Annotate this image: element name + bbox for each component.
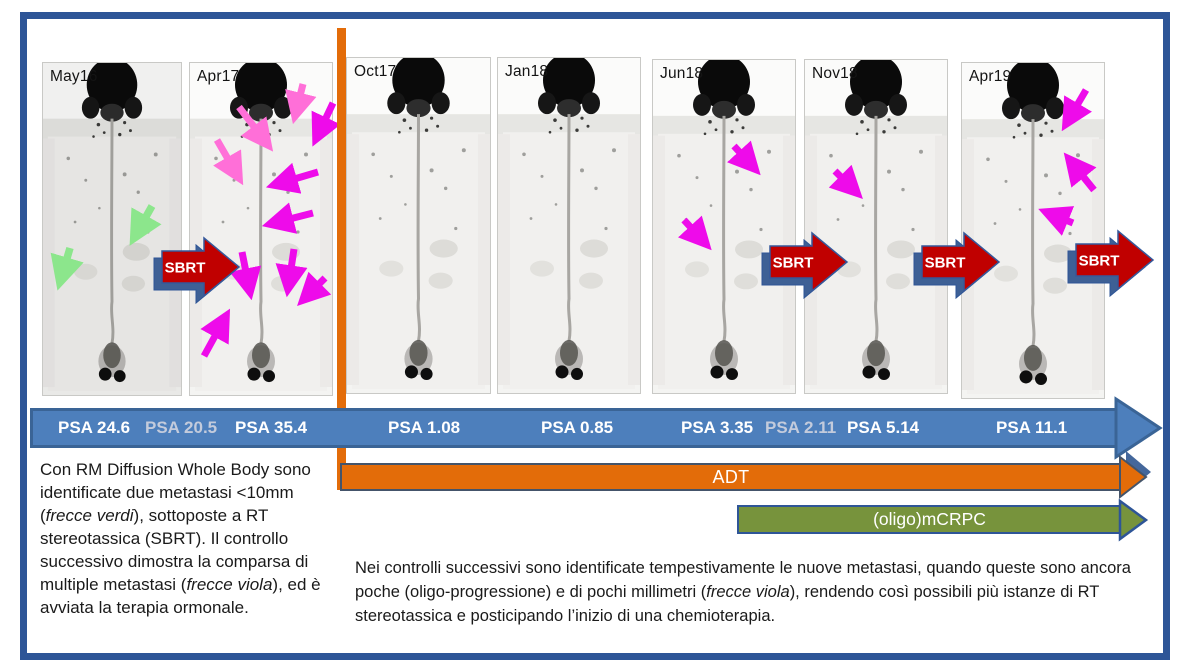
scan-date-label: Apr19 (969, 68, 1012, 85)
psa-value: PSA 1.08 (388, 418, 461, 437)
scan-panel-apr19: Apr19 (961, 62, 1105, 399)
psa-value: PSA 11.1 (996, 418, 1068, 437)
caption-initial-treatment: Con RM Diffusion Whole Body sono identif… (40, 460, 321, 617)
scan-image-slot (190, 63, 332, 395)
psa-value: PSA 5.14 (847, 418, 920, 437)
psa-timeline-bar: PSA 24.6 PSA 20.5 PSA 35.4 PSA 1.08 PSA … (30, 408, 1118, 448)
adt-label: ADT (712, 466, 750, 487)
scan-panel-may16: May16 (42, 62, 182, 396)
scan-image (805, 60, 947, 393)
scan-image-slot (43, 63, 181, 395)
scan-image (190, 63, 332, 395)
caption-followup: Nei controlli successivi sono identifica… (355, 559, 1131, 625)
scan-image-slot (498, 58, 640, 393)
scan-panel-apr17: Apr17 (189, 62, 333, 396)
psa-value: PSA 35.4 (235, 418, 308, 437)
scan-panel-nov18: Nov18 (804, 59, 948, 394)
scan-image-slot (962, 63, 1104, 398)
scan-date-label: Oct17 (354, 63, 397, 80)
scan-panel-oct17: Oct17 (346, 57, 491, 394)
adt-therapy-bar: ADT (340, 463, 1122, 491)
scan-panel-jun18: Jun18 (652, 59, 796, 394)
scan-image (498, 58, 640, 393)
figure-border (20, 12, 1170, 660)
mcrpc-label: (oligo)mCRPC (873, 509, 986, 529)
psa-value: PSA 20.5 (145, 418, 218, 437)
scan-image (962, 63, 1104, 398)
scan-date-label: May16 (50, 68, 98, 85)
scan-date-label: Nov18 (812, 65, 858, 82)
scan-image-slot (347, 58, 490, 393)
psa-value: PSA 3.35 (681, 418, 754, 437)
scan-date-label: Jun18 (660, 65, 704, 82)
scan-date-label: Apr17 (197, 68, 240, 85)
scan-date-label: Jan18 (505, 63, 549, 80)
scan-image (653, 60, 795, 393)
scan-image (347, 58, 490, 393)
psa-value: PSA 24.6 (58, 418, 131, 437)
adt-start-line (337, 28, 346, 490)
scan-panel-jan18: Jan18 (497, 57, 641, 394)
mcrpc-phase-bar: (oligo)mCRPC (737, 505, 1122, 534)
scan-image-slot (653, 60, 795, 393)
psa-value: PSA 2.11 (765, 418, 837, 437)
scan-image-slot (805, 60, 947, 393)
scan-image (43, 63, 181, 395)
psa-value: PSA 0.85 (541, 418, 614, 437)
